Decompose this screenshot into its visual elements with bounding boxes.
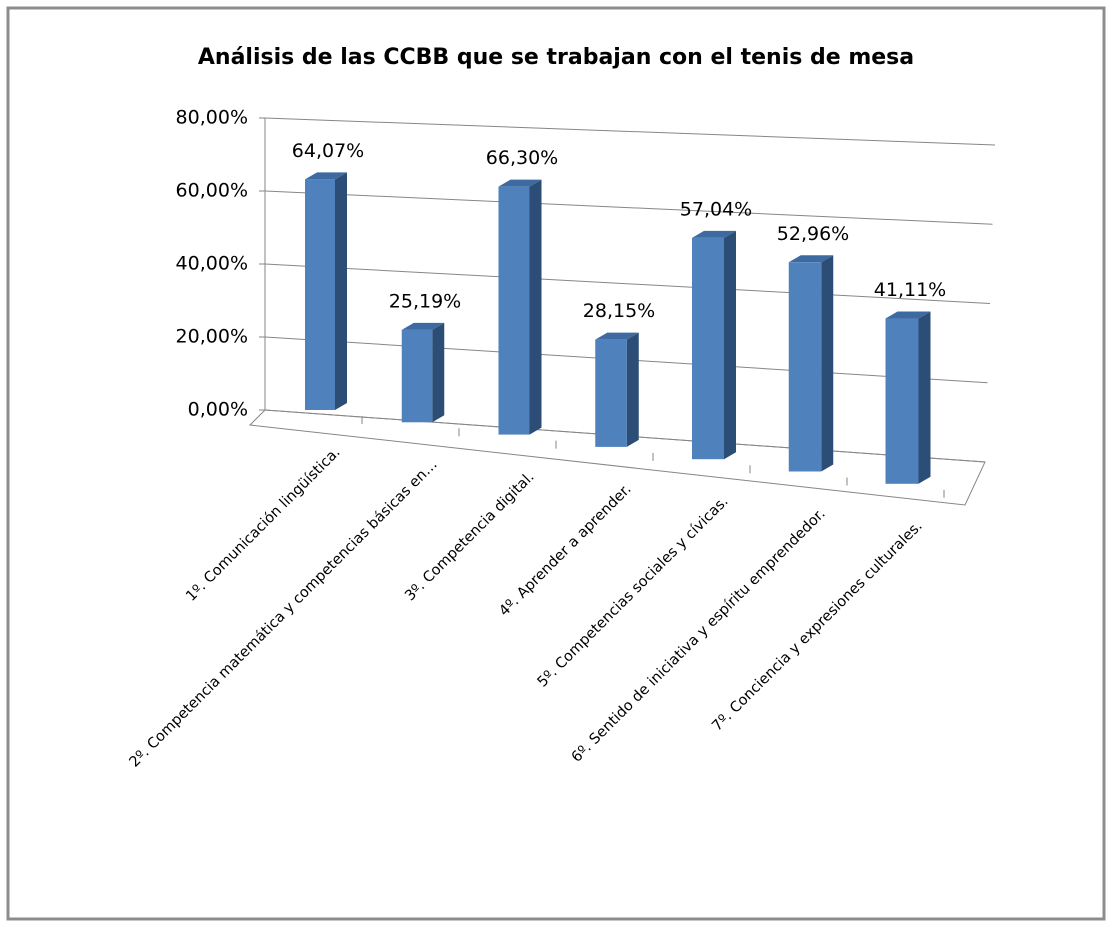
bar-top (401, 322, 445, 330)
y-tick-label: 40,00% (176, 253, 248, 275)
bar-top (498, 179, 542, 187)
bar-side (724, 230, 736, 460)
data-label: 28,15% (583, 300, 655, 322)
bar (788, 262, 822, 472)
bar-side (335, 172, 347, 410)
bar (498, 186, 530, 435)
y-tick-label: 20,00% (176, 326, 248, 348)
y-tick-label: 0,00% (188, 399, 248, 421)
bar-side (626, 332, 639, 447)
data-label: 66,30% (486, 147, 558, 169)
grid-line (264, 263, 991, 304)
chart-title: Análisis de las CCBB que se trabajan con… (198, 45, 914, 70)
bar (595, 339, 627, 447)
data-label: 52,96% (777, 223, 849, 245)
grid-line (264, 117, 996, 146)
y-tick-label: 60,00% (176, 180, 248, 202)
y-tick-label: 80,00% (176, 107, 248, 129)
bar-side (918, 311, 931, 484)
bar-top (305, 172, 347, 180)
bar (692, 237, 724, 460)
bar-top (885, 311, 931, 319)
bar (305, 179, 335, 410)
data-label: 41,11% (874, 279, 946, 301)
bar-top (595, 332, 639, 340)
bar (401, 329, 433, 423)
data-label: 57,04% (680, 198, 752, 220)
bar-top (788, 255, 834, 263)
grid-line (264, 190, 993, 225)
bar-side (821, 255, 834, 472)
data-label: 25,19% (389, 290, 461, 312)
bar-side (432, 322, 445, 423)
bar-side (529, 179, 542, 435)
bar-top (692, 230, 736, 238)
bar (885, 318, 919, 484)
data-label: 64,07% (292, 140, 364, 162)
chart-frame (6, 6, 1106, 921)
